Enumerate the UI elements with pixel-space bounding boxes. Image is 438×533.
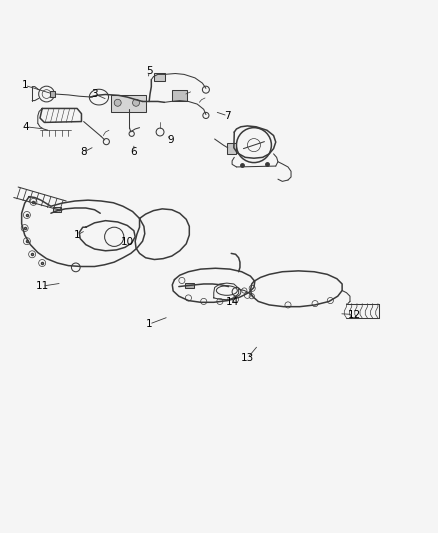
Text: 5: 5 bbox=[146, 66, 152, 76]
FancyBboxPatch shape bbox=[153, 72, 165, 80]
Text: 1: 1 bbox=[146, 319, 152, 329]
FancyBboxPatch shape bbox=[227, 142, 237, 154]
Text: 11: 11 bbox=[35, 281, 49, 291]
Text: 9: 9 bbox=[168, 135, 174, 145]
Text: 1: 1 bbox=[74, 230, 81, 240]
Text: 6: 6 bbox=[131, 147, 137, 157]
FancyBboxPatch shape bbox=[185, 282, 194, 288]
FancyBboxPatch shape bbox=[50, 91, 55, 97]
Text: 1: 1 bbox=[21, 80, 28, 90]
Text: 4: 4 bbox=[23, 122, 29, 132]
Circle shape bbox=[133, 99, 140, 106]
Text: 3: 3 bbox=[91, 89, 98, 99]
Circle shape bbox=[114, 99, 121, 106]
Text: 13: 13 bbox=[241, 353, 254, 363]
Text: 8: 8 bbox=[80, 147, 87, 157]
Text: 12: 12 bbox=[348, 310, 361, 319]
Text: 7: 7 bbox=[224, 111, 231, 121]
FancyBboxPatch shape bbox=[53, 207, 61, 212]
Text: 14: 14 bbox=[226, 297, 239, 308]
FancyBboxPatch shape bbox=[111, 95, 146, 111]
Text: 10: 10 bbox=[121, 238, 134, 247]
FancyBboxPatch shape bbox=[172, 90, 187, 101]
